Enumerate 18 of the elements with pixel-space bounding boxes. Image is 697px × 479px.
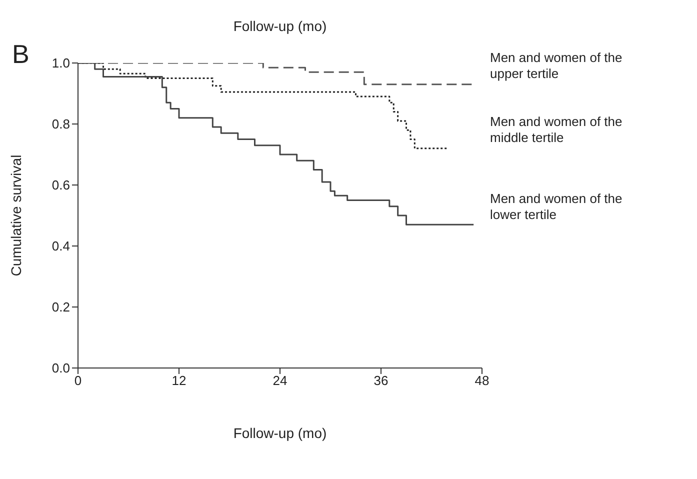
y-tick-label: 0.2 (52, 300, 70, 315)
x-tick-label: 12 (172, 373, 186, 388)
y-tick-label: 0.0 (52, 360, 70, 376)
chart-title: Follow-up (mo) (232, 18, 328, 34)
y-tick-label: 0.8 (52, 116, 70, 132)
x-tick-label: 24 (272, 373, 288, 388)
x-axis-title: Follow-up (mo) (233, 425, 327, 441)
y-tick-label: 0.4 (52, 238, 70, 254)
y-axis-title: Cumulative survival (8, 154, 24, 276)
series-label: Men and women of the lower tertile (490, 190, 624, 223)
series-label: Men and women of the upper tertile (490, 50, 624, 82)
text: B (12, 39, 30, 70)
x-tick-label: 48 (474, 373, 490, 388)
y-tick-label: 1.0 (52, 56, 70, 71)
y-tick-label: 0.6 (52, 178, 70, 193)
text: Men and women of the middle tertile (490, 114, 624, 146)
x-tick-label: 0 (74, 373, 82, 388)
x-tick-label: 36 (374, 373, 388, 388)
